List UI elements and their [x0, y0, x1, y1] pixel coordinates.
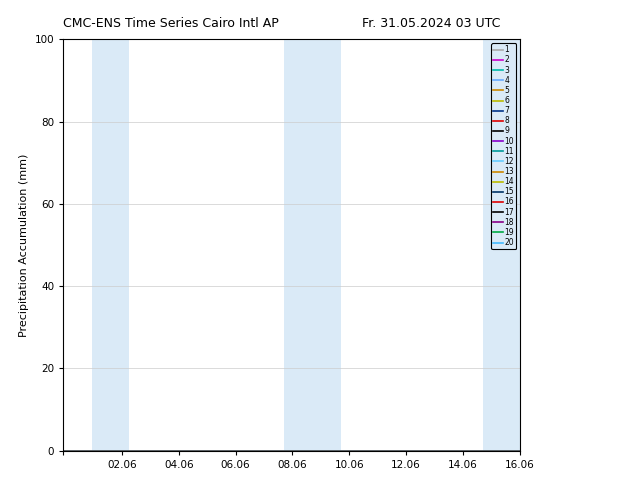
Bar	[283, 39, 340, 451]
Legend: 1, 2, 3, 4, 5, 6, 7, 8, 9, 10, 11, 12, 13, 14, 15, 16, 17, 18, 19, 20: 1, 2, 3, 4, 5, 6, 7, 8, 9, 10, 11, 12, 1…	[491, 43, 516, 249]
Text: Fr. 31.05.2024 03 UTC: Fr. 31.05.2024 03 UTC	[362, 17, 500, 30]
Text: CMC-ENS Time Series Cairo Intl AP: CMC-ENS Time Series Cairo Intl AP	[63, 17, 279, 30]
Y-axis label: Precipitation Accumulation (mm): Precipitation Accumulation (mm)	[19, 153, 29, 337]
Bar	[482, 39, 520, 451]
Bar	[92, 39, 129, 451]
